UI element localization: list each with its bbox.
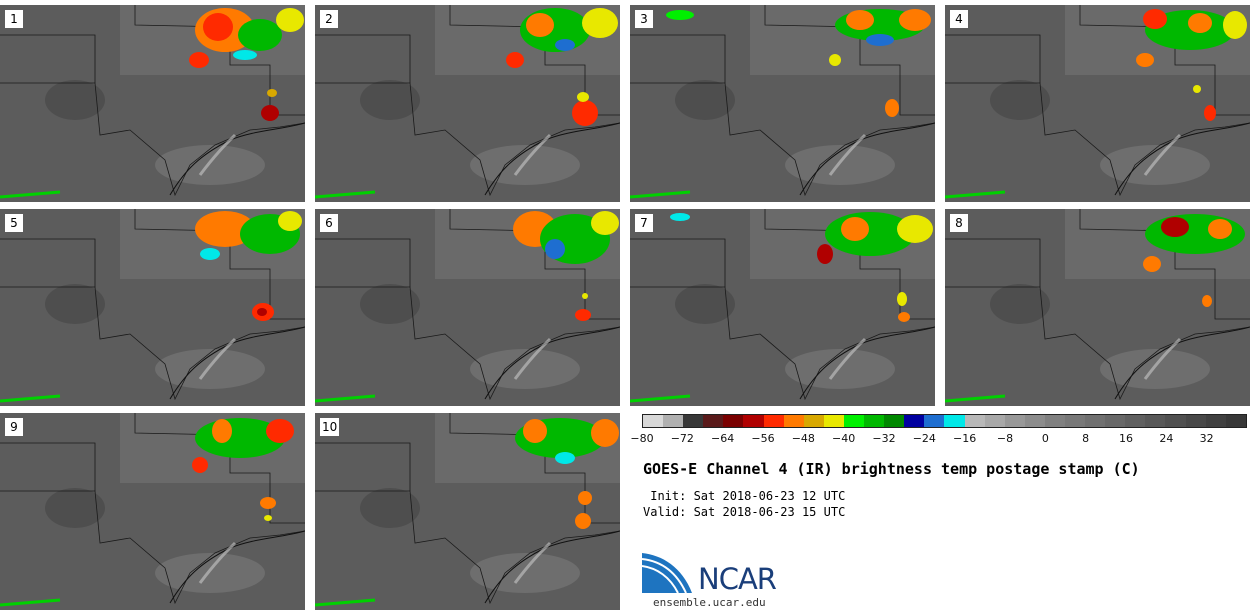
ir-map xyxy=(315,209,620,406)
panel-number: 1 xyxy=(5,10,23,28)
panel-6: 6 xyxy=(315,209,620,406)
colorbar-swatch xyxy=(663,415,684,427)
colorbar-swatch xyxy=(1185,415,1206,427)
colorbar-tick-label: 0 xyxy=(1041,432,1049,445)
colorbar-swatch xyxy=(864,415,885,427)
panel-number: 9 xyxy=(5,418,23,436)
colorbar-swatch xyxy=(643,415,664,427)
colorbar-swatch xyxy=(884,415,905,427)
ir-map xyxy=(945,5,1250,202)
init-time: Init: Sat 2018-06-23 12 UTC xyxy=(643,489,846,503)
colorbar-swatch xyxy=(723,415,744,427)
colorbar-swatch xyxy=(1105,415,1126,427)
panel-number: 4 xyxy=(950,10,968,28)
panel-2: 2 xyxy=(315,5,620,202)
colorbar-tick-label: −24 xyxy=(912,432,936,445)
colorbar-swatch xyxy=(803,415,824,427)
colorbar-swatch xyxy=(703,415,724,427)
colorbar-swatch xyxy=(944,415,965,427)
ir-map xyxy=(630,209,935,406)
ir-map xyxy=(315,413,620,610)
colorbar-swatch xyxy=(1225,415,1246,427)
colorbar-tick-label: −32 xyxy=(872,432,896,445)
panel-number: 8 xyxy=(950,214,968,232)
panel-number: 3 xyxy=(635,10,653,28)
colorbar-tick-label: −40 xyxy=(832,432,856,445)
colorbar-tick-label: −56 xyxy=(751,432,775,445)
ir-map xyxy=(945,209,1250,406)
colorbar-swatch xyxy=(1004,415,1025,427)
panel-1: 1 xyxy=(0,5,305,202)
colorbar-swatch xyxy=(964,415,985,427)
colorbar-swatch xyxy=(1064,415,1086,427)
panel-10: 10 xyxy=(315,413,620,610)
panel-7: 7 xyxy=(630,209,935,406)
panel-number: 10 xyxy=(320,418,340,436)
colorbar xyxy=(642,414,1247,428)
colorbar-tick-label: −64 xyxy=(711,432,735,445)
colorbar-swatch xyxy=(1205,415,1226,427)
colorbar-swatch xyxy=(904,415,925,427)
colorbar-tick-label: 32 xyxy=(1199,432,1214,445)
colorbar-tick-label: 16 xyxy=(1119,432,1133,445)
colorbar-swatch xyxy=(984,415,1005,427)
valid-time: Valid: Sat 2018-06-23 15 UTC xyxy=(643,505,846,519)
colorbar-swatch xyxy=(1024,415,1045,427)
panel-5: 5 xyxy=(0,209,305,406)
panel-number: 7 xyxy=(635,214,653,232)
colorbar-tick-label: −8 xyxy=(996,432,1014,445)
ir-map xyxy=(0,5,305,202)
colorbar-swatch xyxy=(783,415,804,427)
colorbar-swatch xyxy=(1085,415,1106,427)
figure-title: GOES-E Channel 4 (IR) brightness temp po… xyxy=(643,460,1140,478)
colorbar-swatch xyxy=(924,415,945,427)
ir-map xyxy=(0,413,305,610)
ir-map xyxy=(0,209,305,406)
panel-number: 6 xyxy=(320,214,338,232)
colorbar-tick-label: −48 xyxy=(791,432,815,445)
colorbar-swatch xyxy=(1145,415,1166,427)
colorbar-swatch xyxy=(683,415,704,427)
colorbar-swatch xyxy=(843,415,865,427)
panel-number: 2 xyxy=(320,10,338,28)
colorbar-swatch xyxy=(763,415,784,427)
colorbar-swatch xyxy=(743,415,764,427)
site-url: ensemble.ucar.edu xyxy=(653,596,766,609)
panel-8: 8 xyxy=(945,209,1250,406)
panel-9: 9 xyxy=(0,413,305,610)
panel-4: 4 xyxy=(945,5,1250,202)
colorbar-tick-labels: −80 −72 −64 −56 −48 −40 −32 −24 −16 −8 0 8 16 24 32 xyxy=(630,432,1247,446)
ncar-logo-icon xyxy=(642,553,692,594)
colorbar-tick-label: 24 xyxy=(1159,432,1174,445)
colorbar-tick-label: −16 xyxy=(953,432,977,445)
panel-number: 5 xyxy=(5,214,23,232)
colorbar-swatch xyxy=(823,415,844,427)
colorbar-tick-label: 8 xyxy=(1082,432,1090,445)
panel-3: 3 xyxy=(630,5,935,202)
colorbar-swatch xyxy=(1165,415,1186,427)
ir-map xyxy=(315,5,620,202)
colorbar-swatch xyxy=(1125,415,1146,427)
colorbar-tick-label: −72 xyxy=(670,432,694,445)
colorbar-swatch xyxy=(1044,415,1065,427)
ir-map xyxy=(630,5,935,202)
colorbar-tick-label: −80 xyxy=(630,432,654,445)
logo-text: NCAR xyxy=(698,562,777,596)
